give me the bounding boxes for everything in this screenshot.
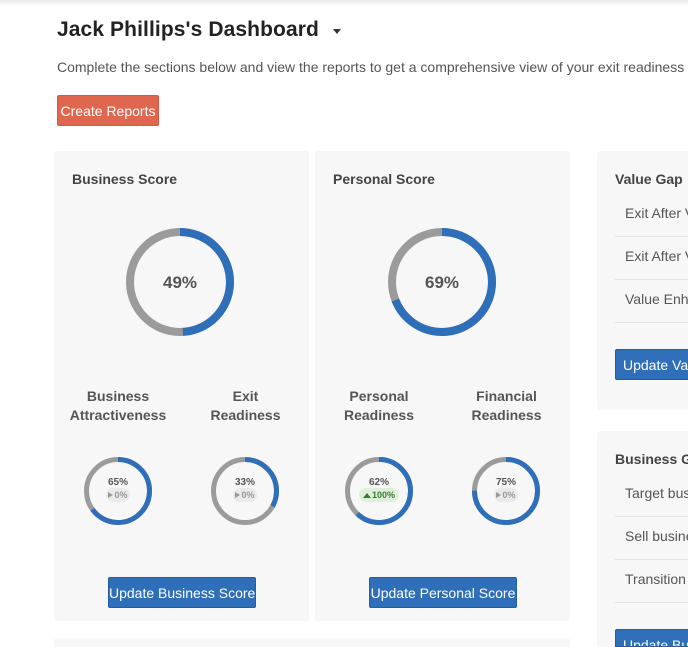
update-value-gap-button[interactable]: Update Valu [615,349,688,380]
financial-readiness-value: 75% [496,477,516,488]
value-gap-item: Exit After V [615,193,688,237]
financial-readiness-gauge: 75% [472,457,540,525]
business-score-title: Business Score [72,171,178,187]
business-score-value: 49% [163,273,197,292]
update-business-goals-button[interactable]: Update Bus [615,629,688,647]
personal-score-gauge: 69% [388,228,496,336]
personal-readiness-change-badge: 100% [359,488,399,502]
financial-readiness-gauge-fill [472,457,540,525]
business-attractiveness-value: 65% [108,477,128,488]
personal-readiness-value: 62% [369,477,389,488]
business-attractiveness-gauge: 65% [84,457,152,525]
business-goals-item: Sell busine [615,516,688,560]
up-arrow-icon [362,492,371,498]
flat-arrow-icon [235,492,241,498]
update-personal-score-button[interactable]: Update Personal Score [369,577,517,608]
top-shadow [0,0,688,6]
create-reports-button[interactable]: Create Reports [57,95,159,126]
dashboard-title-dropdown[interactable]: Jack Phillips's Dashboard [57,18,341,42]
value-gap-item: Value Enha [615,279,688,323]
business-score-gauge: 49% [126,228,234,336]
personal-score-value: 69% [425,273,459,292]
personal-readiness-gauge-fill [345,457,413,525]
exit-readiness-gauge-fill [211,457,279,525]
business-goals-item: Target bus [615,473,688,517]
page-subtitle: Complete the sections below and view the… [57,59,688,75]
business-goals-item: Transition [615,559,688,603]
business-score-gauge-fill [126,228,234,336]
business-goals-title: Business Go [615,451,688,467]
personal-score-title: Personal Score [333,171,435,187]
business-goals-card: Business Go Target bus Sell busine Trans… [597,431,688,647]
value-gap-title: Value Gap [615,171,683,187]
business-attractiveness-change-badge: 0% [106,488,130,502]
flat-arrow-icon [108,492,114,498]
personal-readiness-gauge: 62% [345,457,413,525]
business-attractiveness-label: Business Attractiveness [69,388,167,423]
update-business-score-button[interactable]: Update Business Score [108,577,256,608]
value-gap-item: Exit After V [615,236,688,280]
personal-readiness-label: Personal Readiness [343,388,415,423]
caret-down-icon[interactable] [332,29,341,34]
financial-readiness-change-badge: 0% [494,488,518,502]
value-gap-card: Value Gap Exit After V Exit After V Valu… [597,151,688,410]
financial-readiness-label: Financial Readiness [471,388,542,423]
page-title: Jack Phillips's Dashboard [57,18,319,41]
personal-score-gauge-fill [388,228,496,336]
exit-readiness-label: Exit Readiness [210,388,281,423]
business-score-card: Business Score 49% Business Attractivene… [54,151,309,621]
exit-readiness-gauge: 33% [211,457,279,525]
personal-score-card: Personal Score 69% Personal Readiness Fi… [315,151,570,621]
flat-arrow-icon [496,492,502,498]
next-section-card [54,638,570,647]
exit-readiness-value: 33% [235,477,255,488]
business-attractiveness-gauge-fill [84,457,152,525]
exit-readiness-change-badge: 0% [233,488,257,502]
